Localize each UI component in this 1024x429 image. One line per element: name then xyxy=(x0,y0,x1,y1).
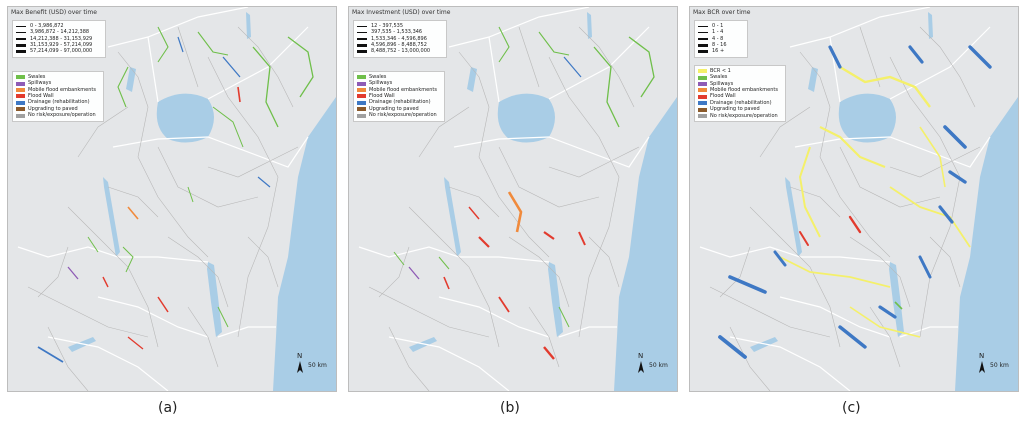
size-legend-title: Max Benefit (USD) over time xyxy=(11,9,97,16)
road-overlay-a xyxy=(37,26,314,363)
map-b xyxy=(349,7,677,391)
category-legend: Swales Spillways Mobile flood embankment… xyxy=(353,71,445,122)
category-legend-item: Swales xyxy=(698,74,782,80)
size-legend-item: 31,153,929 - 57,214,099 xyxy=(16,42,102,48)
road-overlay-c xyxy=(718,45,992,359)
scale-bar: 50 km xyxy=(649,362,668,369)
category-legend: BCR < 1 Swales Spillways Mobile flood em… xyxy=(694,65,786,123)
map-c xyxy=(690,7,1018,391)
size-legend-item: 1 - 4 xyxy=(698,29,744,35)
category-legend-item: BCR < 1 xyxy=(698,68,782,74)
category-legend-item: No risk/exposure/operation xyxy=(698,113,782,119)
category-legend-item: Drainage (rehabilitation) xyxy=(357,99,441,106)
size-legend-title: Max Investment (USD) over time xyxy=(352,9,451,16)
size-legend-item: 12 - 397,535 xyxy=(357,23,443,29)
north-arrow-icon xyxy=(979,361,985,373)
category-legend-item: Spillways xyxy=(357,80,441,86)
size-legend: 0 - 1 1 - 4 4 - 8 8 - 16 16 + xyxy=(694,20,748,58)
north-arrow-icon xyxy=(638,361,644,373)
size-legend-title: Max BCR over time xyxy=(693,9,751,16)
size-legend-item: 1,533,346 - 4,596,896 xyxy=(357,36,443,42)
size-legend-item: 4 - 8 xyxy=(698,36,744,42)
category-legend-item: Upgrading to paved xyxy=(16,106,100,112)
north-arrow: N xyxy=(294,352,310,375)
scale-bar: 50 km xyxy=(308,362,327,369)
category-legend-item: Mobile flood embankments xyxy=(357,87,441,93)
category-legend-item: Drainage (rehabilitation) xyxy=(16,99,100,106)
category-legend-item: Swales xyxy=(16,74,100,80)
size-legend-item: 8 - 16 xyxy=(698,42,744,48)
map-panel-b: Max Investment (USD) over time 12 - 397,… xyxy=(348,6,678,392)
road-overlay-b xyxy=(393,26,655,360)
size-legend-item: 14,212,388 - 31,153,929 xyxy=(16,36,102,42)
size-legend-item: 4,596,896 - 8,488,752 xyxy=(357,42,443,48)
category-legend-item: Flood Wall xyxy=(357,93,441,99)
size-legend: 12 - 397,535 397,535 - 1,533,346 1,533,3… xyxy=(353,20,447,58)
caption-a: (a) xyxy=(158,400,178,416)
category-legend-item: Spillways xyxy=(698,81,782,87)
category-legend-item: Flood Wall xyxy=(16,93,100,99)
category-legend-item: Upgrading to paved xyxy=(698,106,782,112)
size-legend: 0 - 3,986,872 3,986,872 - 14,212,388 14,… xyxy=(12,20,106,58)
size-legend-item: 16 + xyxy=(698,48,744,55)
size-legend-item: 0 - 3,986,872 xyxy=(16,23,102,29)
map-panel-a: Max Benefit (USD) over time 0 - 3,986,87… xyxy=(7,6,337,392)
scale-bar: 50 km xyxy=(990,362,1009,369)
north-arrow: N xyxy=(635,352,651,375)
size-legend-item: 3,986,872 - 14,212,388 xyxy=(16,29,102,35)
category-legend-item: Drainage (rehabilitation) xyxy=(698,100,782,106)
map-a xyxy=(8,7,336,391)
map-panel-c: Max BCR over time 0 - 1 1 - 4 4 - 8 8 - … xyxy=(689,6,1019,392)
category-legend-item: Mobile flood embankments xyxy=(16,87,100,93)
north-arrow: N xyxy=(976,352,992,375)
caption-b: (b) xyxy=(500,400,520,416)
north-arrow-icon xyxy=(297,361,303,373)
category-legend-item: No risk/exposure/operation xyxy=(16,112,100,118)
category-legend-item: Swales xyxy=(357,74,441,80)
size-legend-item: 57,214,099 - 97,000,000 xyxy=(16,48,102,55)
category-legend-item: Mobile flood embankments xyxy=(698,87,782,93)
category-legend-item: Upgrading to paved xyxy=(357,106,441,112)
size-legend-item: 0 - 1 xyxy=(698,23,744,29)
category-legend: Swales Spillways Mobile flood embankment… xyxy=(12,71,104,122)
category-legend-item: Spillways xyxy=(16,80,100,86)
size-legend-item: 8,488,752 - 13,000,000 xyxy=(357,48,443,55)
category-legend-item: Flood Wall xyxy=(698,93,782,100)
caption-c: (c) xyxy=(842,400,861,416)
size-legend-item: 397,535 - 1,533,346 xyxy=(357,29,443,35)
category-legend-item: No risk/exposure/operation xyxy=(357,112,441,118)
